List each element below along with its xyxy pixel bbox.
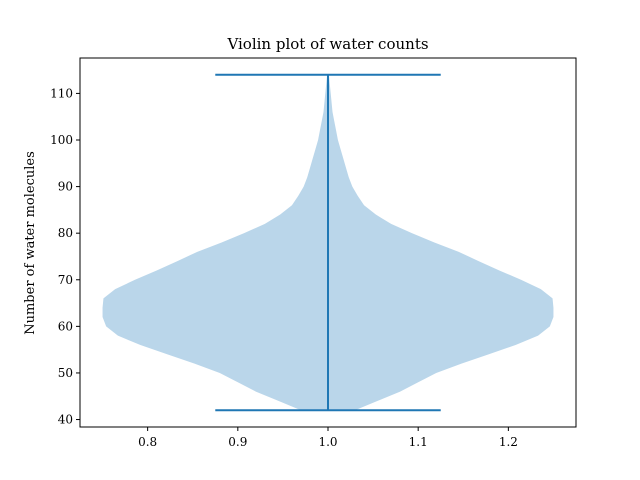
chart-title: Violin plot of water counts bbox=[226, 35, 428, 53]
y-tick-label: 90 bbox=[58, 180, 73, 194]
y-axis: 40 50 60 70 80 90 100 110 bbox=[50, 86, 80, 427]
y-tick-label: 60 bbox=[58, 319, 73, 333]
x-tick-label: 1.1 bbox=[409, 435, 428, 449]
y-tick-label: 110 bbox=[50, 86, 73, 100]
y-axis-label: Number of water molecules bbox=[23, 151, 38, 335]
x-axis: 0.8 0.9 1.0 1.1 1.2 bbox=[138, 427, 518, 449]
y-tick-label: 70 bbox=[58, 273, 73, 287]
y-tick-label: 50 bbox=[58, 366, 73, 380]
y-tick-label: 80 bbox=[58, 226, 73, 240]
x-tick-label: 1.2 bbox=[499, 435, 518, 449]
y-tick-label: 40 bbox=[58, 413, 73, 427]
x-tick-label: 0.9 bbox=[228, 435, 247, 449]
x-tick-label: 0.8 bbox=[138, 435, 157, 449]
x-tick-label: 1.0 bbox=[318, 435, 337, 449]
plot-area bbox=[102, 73, 554, 412]
y-tick-label: 100 bbox=[50, 133, 73, 147]
